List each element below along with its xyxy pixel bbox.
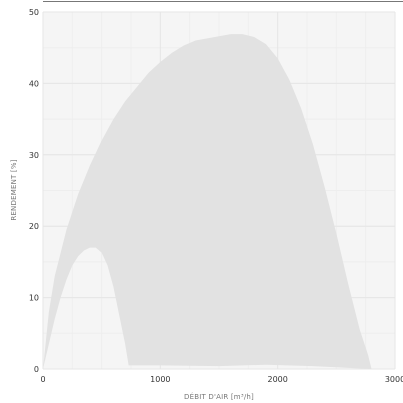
x-tick-label: 1000	[150, 375, 170, 384]
y-tick-label: 50	[29, 8, 39, 17]
y-tick-label: 0	[34, 365, 39, 374]
x-tick-label: 0	[40, 375, 45, 384]
operating-range-area	[43, 34, 372, 369]
x-axis-ticks: 0 1000 2000 3000	[40, 375, 403, 384]
x-tick-label: 2000	[267, 375, 287, 384]
y-axis-ticks: 0 10 20 30 40 50	[29, 8, 39, 374]
x-tick-label: 3000	[385, 375, 403, 384]
y-tick-label: 30	[29, 151, 39, 160]
x-axis-title: DÉBIT D'AIR [m³/h]	[184, 392, 254, 401]
y-axis-title: RENDEMENT [%]	[10, 159, 18, 220]
y-tick-label: 20	[29, 222, 39, 231]
y-tick-label: 10	[29, 294, 39, 303]
y-tick-label: 40	[29, 79, 39, 88]
